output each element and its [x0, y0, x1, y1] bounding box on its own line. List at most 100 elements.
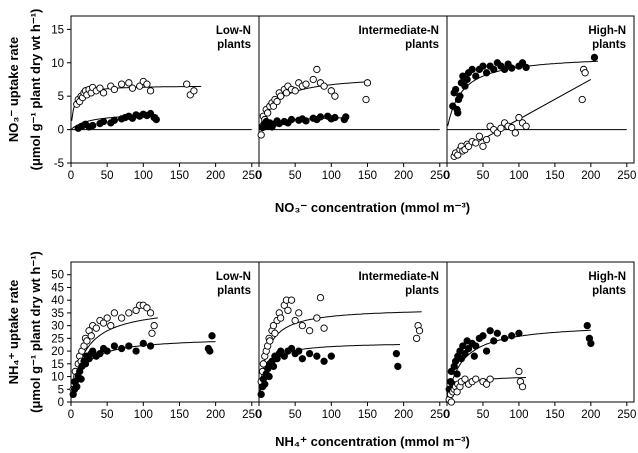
x-tick-label: 0: [68, 170, 74, 182]
data-point-open: [266, 337, 274, 345]
data-point-open: [83, 337, 91, 345]
panel-title: High-N: [588, 25, 626, 37]
data-point-open: [136, 82, 144, 90]
data-point-filled: [508, 64, 516, 72]
x-tick-label: 50: [289, 170, 302, 182]
data-point-open: [302, 80, 310, 88]
data-point-open: [472, 375, 480, 383]
data-point-open: [148, 329, 156, 337]
data-point-filled: [500, 65, 509, 74]
data-point-filled: [89, 121, 97, 130]
data-point-open: [117, 314, 126, 322]
data-point-open: [110, 309, 119, 317]
data-point-open: [486, 375, 494, 383]
data-point-open: [298, 321, 307, 330]
x-tick-label: 250: [617, 170, 636, 182]
panel-3: 0 50 100 150 200 250 High-N plants: [444, 262, 636, 421]
x-tick-label: 50: [477, 409, 490, 421]
x-tick-label: 200: [581, 170, 600, 182]
data-point-filled: [110, 342, 119, 350]
data-point-filled: [508, 332, 516, 340]
panel-title: plants: [217, 285, 251, 297]
data-point-filled: [110, 116, 119, 124]
data-point-open: [273, 97, 281, 106]
data-point-filled: [327, 352, 335, 360]
data-point-open: [146, 87, 155, 95]
panel-title: plants: [405, 39, 439, 51]
panel-title: High-N: [588, 271, 626, 283]
data-point-open: [320, 324, 328, 332]
data-point-open: [190, 87, 198, 95]
data-point-filled: [457, 355, 466, 363]
data-point-open: [117, 80, 126, 88]
data-point-filled: [490, 65, 498, 74]
data-point-filled: [89, 347, 97, 355]
data-point-filled: [139, 339, 147, 348]
panel-1: 0 50 100 150 200 250 Low-N plants: [68, 271, 262, 421]
data-point-open: [277, 92, 285, 100]
data-point-open: [578, 95, 586, 104]
y-tick-label: 5: [58, 91, 64, 103]
data-point-open: [92, 324, 100, 332]
data-point-filled: [103, 347, 111, 355]
data-point-open: [313, 314, 321, 322]
panel-1: 0 50 100 150 200 250 Low-N plants: [68, 25, 262, 182]
data-point-open: [295, 309, 303, 317]
data-point-filled: [587, 339, 595, 348]
data-point-open: [110, 85, 119, 94]
data-point-filled: [331, 113, 339, 122]
data-point-open: [497, 124, 505, 132]
data-point-filled: [479, 62, 487, 70]
data-point-filled: [269, 362, 278, 371]
data-point-open: [522, 122, 530, 130]
data-point-filled: [132, 347, 140, 355]
y-tick-label: 0: [58, 397, 64, 409]
data-point-filled: [461, 82, 469, 90]
data-point-open: [125, 309, 133, 317]
y-tick-label: 20: [51, 346, 64, 358]
data-point-open: [447, 398, 455, 406]
data-point-filled: [470, 352, 478, 360]
data-point-open: [287, 296, 296, 304]
data-point-filled: [453, 370, 461, 378]
data-point-open: [461, 375, 469, 383]
data-point-open: [146, 309, 155, 317]
data-point-open: [581, 69, 589, 77]
data-point-filled: [454, 109, 462, 117]
chart-1: -5 0 5 10 15 NO₃⁻ uptake rate (μmol g⁻¹ plant …: [6, 9, 636, 215]
data-point-open: [313, 65, 321, 74]
data-point-open: [125, 79, 133, 87]
data-point-open: [305, 327, 314, 335]
data-point-filled: [486, 327, 494, 335]
x-tick-label: 0: [444, 170, 450, 182]
data-point-open: [282, 89, 291, 97]
data-point-filled: [81, 360, 90, 368]
data-point-open: [143, 304, 151, 312]
x-tick-label: 50: [289, 409, 302, 421]
data-point-filled: [261, 380, 269, 388]
data-point-filled: [500, 334, 509, 343]
data-point-filled: [472, 342, 480, 350]
y-tick-label: 15: [51, 359, 64, 371]
data-point-open: [269, 321, 278, 330]
data-point-filled: [280, 352, 288, 360]
panel-3: 0 50 100 150 200 250 High-N plants: [444, 16, 636, 182]
panel-title: Low-N: [216, 271, 251, 283]
data-point-filled: [490, 337, 498, 345]
data-point-open: [511, 129, 519, 137]
data-point-open: [479, 142, 487, 150]
data-point-open: [183, 80, 191, 88]
x-tick-label: 50: [101, 170, 114, 182]
data-point-filled: [298, 355, 307, 363]
y-tick-label: 35: [51, 308, 64, 320]
data-point-open: [472, 139, 480, 147]
data-point-open: [128, 84, 137, 92]
data-point-filled: [479, 332, 487, 340]
data-point-filled: [320, 357, 328, 365]
x-tick-label: 200: [581, 409, 600, 421]
data-point-open: [284, 306, 292, 315]
y-tick-label: 25: [51, 333, 64, 345]
x-tick-label: 0: [256, 170, 262, 182]
panel-title: Intermediate-N: [358, 271, 439, 283]
